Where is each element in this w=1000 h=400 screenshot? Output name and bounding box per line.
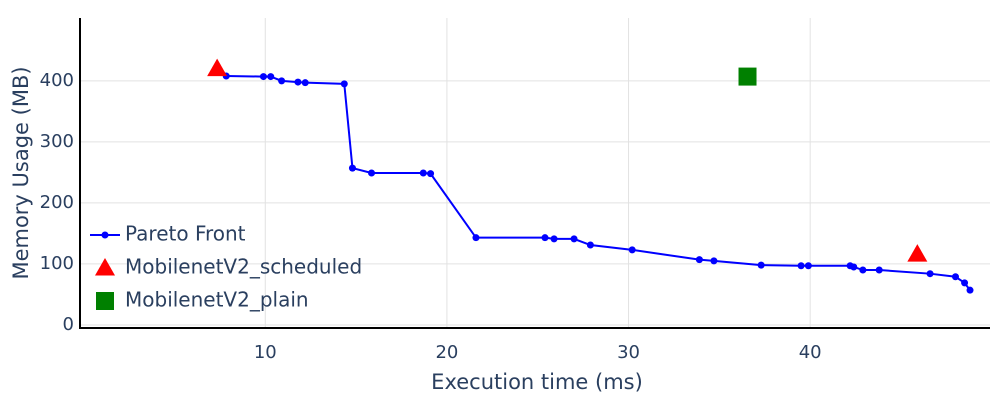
data-point [570,235,578,243]
data-point [907,244,928,262]
legend-label: MobilenetV2_plain [125,288,309,312]
y-tick-label: 200 [40,192,74,213]
data-point [348,164,356,172]
data-point [961,279,969,287]
data-point [738,67,757,86]
data-point [757,261,765,269]
data-point [710,257,718,265]
x-tick-label: 20 [435,342,458,363]
data-point [541,234,549,242]
data-point [926,270,934,278]
y-tick-label: 300 [40,131,74,152]
data-point [419,169,427,177]
data-point [267,73,275,81]
legend-item: Pareto Front [90,222,246,246]
legend-label: MobilenetV2_scheduled [125,255,362,279]
legend-label: Pareto Front [125,222,246,246]
data-point [586,241,594,249]
data-point [368,169,376,177]
data-point [966,286,974,294]
x-axis-title: Execution time (ms) [431,370,643,394]
data-point [859,266,867,274]
legend-item: MobilenetV2_plain [96,288,309,312]
x-tick-label: 10 [254,342,277,363]
legend-marker [101,231,109,239]
data-point [804,262,812,270]
y-tick-label: 100 [40,253,74,274]
y-tick-label: 400 [40,70,74,91]
data-point [550,235,558,243]
data-point [695,256,703,264]
data-point [472,234,480,242]
data-point [259,73,267,81]
x-tick-label: 30 [617,342,640,363]
data-point [294,78,302,86]
legend-item: MobilenetV2_scheduled [95,255,362,279]
data-point [951,273,959,281]
data-point [797,262,805,270]
data-point [628,246,636,254]
data-point [340,80,348,88]
data-point [278,77,286,85]
data-point [301,79,309,87]
data-point [875,266,883,274]
x-tick-label: 40 [799,342,822,363]
y-axis-title: Memory Usage (MB) [9,66,33,279]
legend-marker [95,258,115,276]
data-point [427,170,435,178]
data-point [850,263,858,271]
legend-marker [96,292,114,310]
data-point [207,58,228,77]
y-tick-label: 0 [63,314,74,335]
